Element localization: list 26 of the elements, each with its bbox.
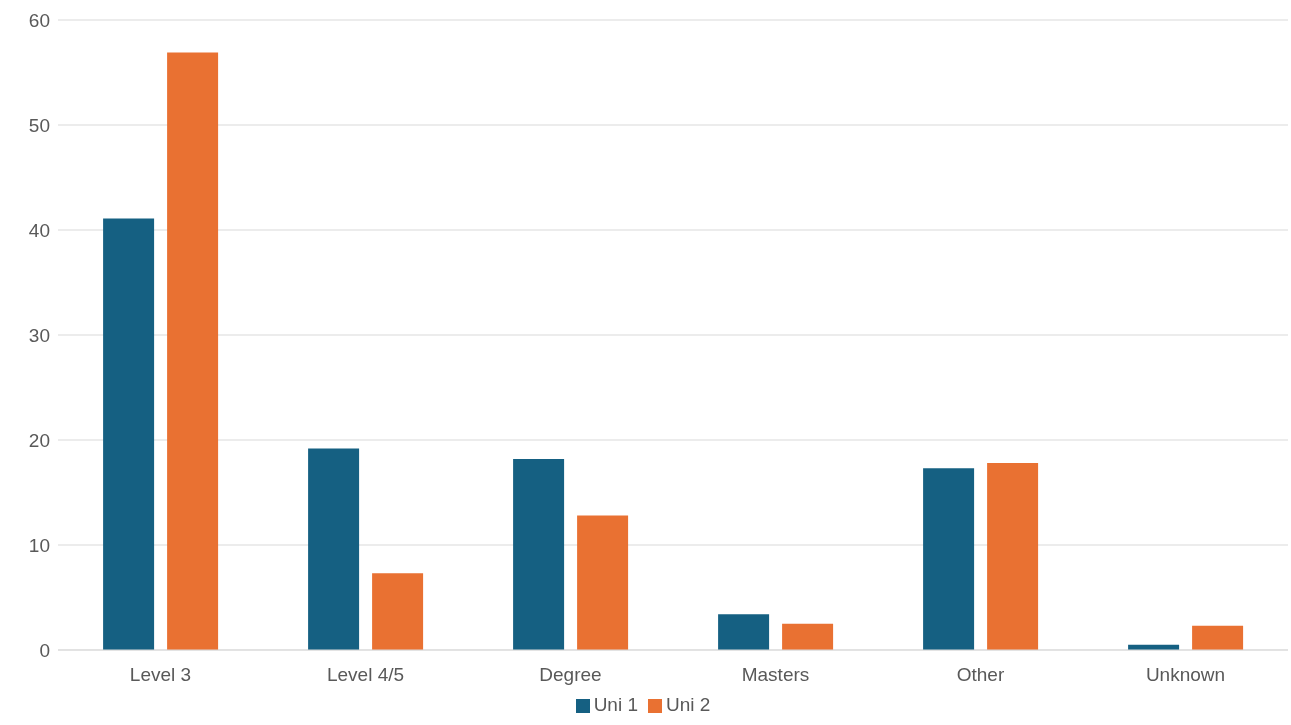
bar — [372, 573, 424, 650]
x-tick-label: Masters — [741, 664, 810, 686]
bar — [718, 614, 770, 650]
bar — [167, 52, 219, 650]
y-tick-label: 30 — [28, 324, 50, 346]
legend-label: Uni 2 — [666, 694, 711, 715]
y-tick-label: 10 — [28, 534, 50, 556]
bar — [1192, 625, 1244, 650]
y-tick-label: 50 — [28, 114, 50, 136]
y-tick-label: 60 — [28, 9, 50, 31]
bar — [923, 468, 975, 650]
x-tick-label: Other — [956, 664, 1005, 686]
bar — [308, 448, 360, 650]
y-tick-label: 0 — [39, 639, 50, 661]
y-tick-label: 40 — [28, 219, 50, 241]
x-tick-label: Degree — [539, 664, 602, 686]
x-tick-label: Level 4/5 — [326, 664, 405, 686]
bar — [513, 458, 565, 650]
x-tick-label: Unknown — [1145, 664, 1226, 686]
bar — [577, 515, 629, 650]
x-tick-label: Level 3 — [129, 664, 192, 686]
bar — [103, 218, 155, 650]
bar — [782, 623, 834, 650]
legend-label: Uni 1 — [593, 694, 638, 715]
y-tick-label: 20 — [28, 429, 50, 451]
bar — [987, 463, 1039, 650]
